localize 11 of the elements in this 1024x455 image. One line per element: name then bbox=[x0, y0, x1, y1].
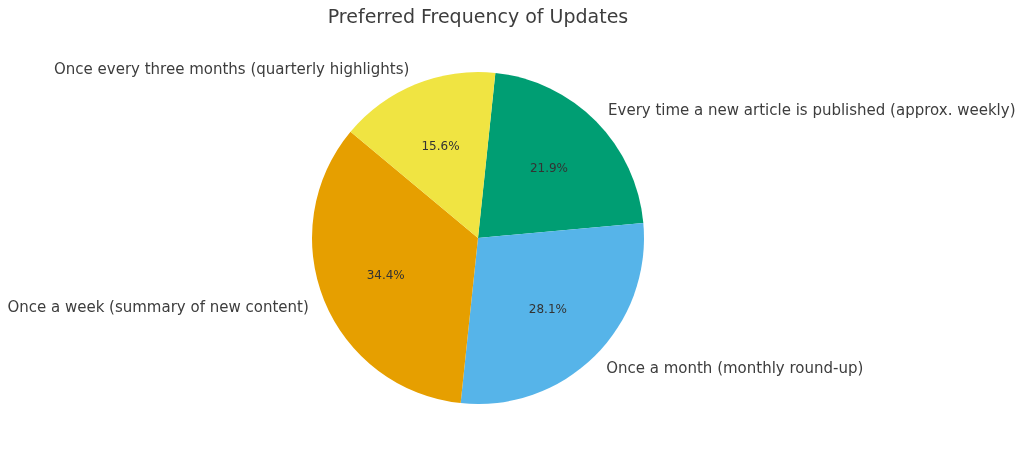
slice-label: Once every three months (quarterly highlights) bbox=[53, 59, 410, 78]
data-label: 28.1% bbox=[528, 301, 567, 316]
pie-slice bbox=[312, 131, 478, 404]
pie-slice bbox=[460, 223, 644, 404]
data-label: 15.6% bbox=[421, 138, 460, 153]
data-label: 21.9% bbox=[529, 161, 568, 176]
chart-title: Preferred Frequency of Updates bbox=[326, 5, 630, 27]
slice-label: Once a month (monthly round-up) bbox=[606, 359, 864, 378]
slice-label: Every time a new article is published (approx. weekly) bbox=[608, 100, 1016, 119]
data-label: 34.4% bbox=[366, 268, 405, 283]
slice-label: Once a week (summary of new content) bbox=[7, 297, 309, 316]
